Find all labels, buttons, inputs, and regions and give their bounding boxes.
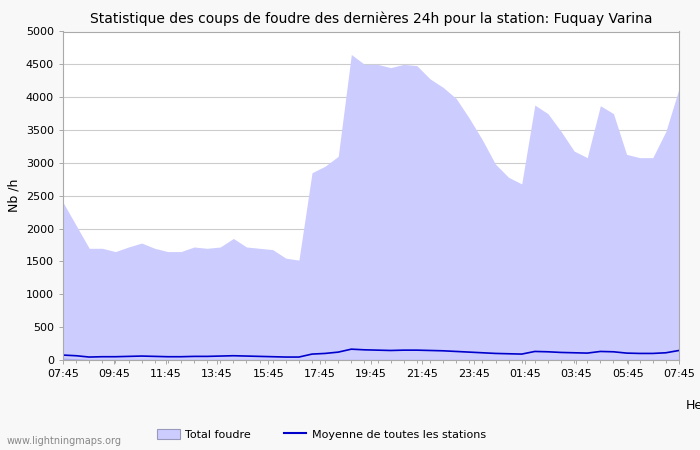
Y-axis label: Nb /h: Nb /h bbox=[7, 179, 20, 212]
Title: Statistique des coups de foudre des dernières 24h pour la station: Fuquay Varina: Statistique des coups de foudre des dern… bbox=[90, 12, 652, 26]
Text: www.lightningmaps.org: www.lightningmaps.org bbox=[7, 436, 122, 446]
Text: Heure: Heure bbox=[686, 399, 700, 412]
